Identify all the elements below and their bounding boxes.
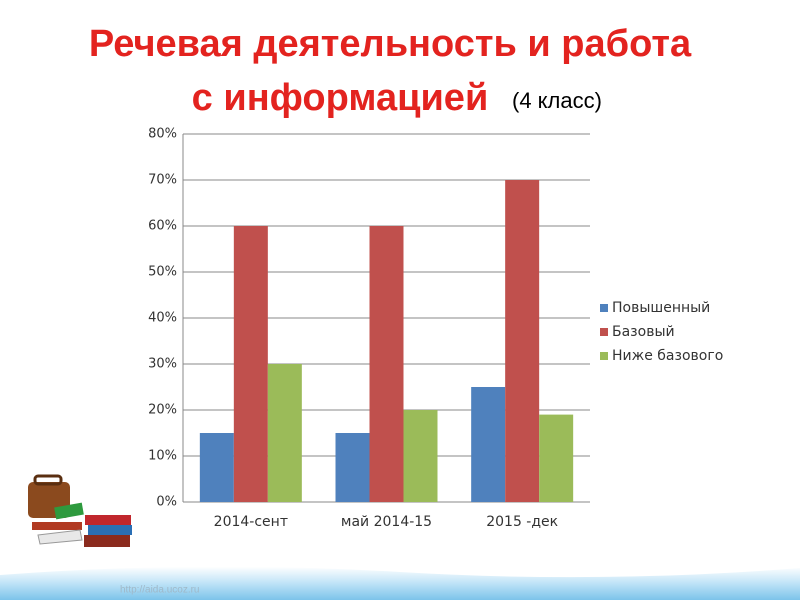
legend-label: Повышенный xyxy=(612,300,710,316)
bar xyxy=(267,364,302,502)
y-tick-label: 70% xyxy=(148,173,177,188)
legend-label: Ниже базового xyxy=(612,348,723,364)
bar xyxy=(233,226,268,502)
footer-url: http://aida.ucoz.ru xyxy=(120,585,200,596)
bar xyxy=(199,433,234,502)
y-tick-label: 30% xyxy=(148,357,177,372)
legend-label: Базовый xyxy=(612,324,675,340)
chart-subtitle: (4 класс) xyxy=(512,88,602,113)
y-tick-label: 20% xyxy=(148,403,177,418)
bar xyxy=(335,433,370,502)
bar xyxy=(369,226,404,502)
y-tick-label: 60% xyxy=(148,219,177,234)
y-tick-label: 10% xyxy=(148,449,177,464)
bar xyxy=(471,387,506,502)
legend-swatch xyxy=(600,328,608,336)
legend-swatch xyxy=(600,352,608,360)
chart-title: с информацией xyxy=(192,77,489,119)
bar xyxy=(539,414,574,502)
x-tick-label: 2015 -дек xyxy=(486,514,558,530)
x-tick-label: 2014-сент xyxy=(214,514,288,530)
y-tick-label: 0% xyxy=(156,495,177,510)
bar xyxy=(505,180,540,502)
books-clipart xyxy=(28,474,132,547)
x-tick-label: май 2014-15 xyxy=(341,514,432,530)
footer-band xyxy=(0,566,800,600)
chart-title: Речевая деятельность и работа xyxy=(89,23,692,65)
bar xyxy=(403,410,438,502)
y-tick-label: 50% xyxy=(148,265,177,280)
legend-swatch xyxy=(600,304,608,312)
y-tick-label: 80% xyxy=(148,127,177,142)
y-tick-label: 40% xyxy=(148,311,177,326)
